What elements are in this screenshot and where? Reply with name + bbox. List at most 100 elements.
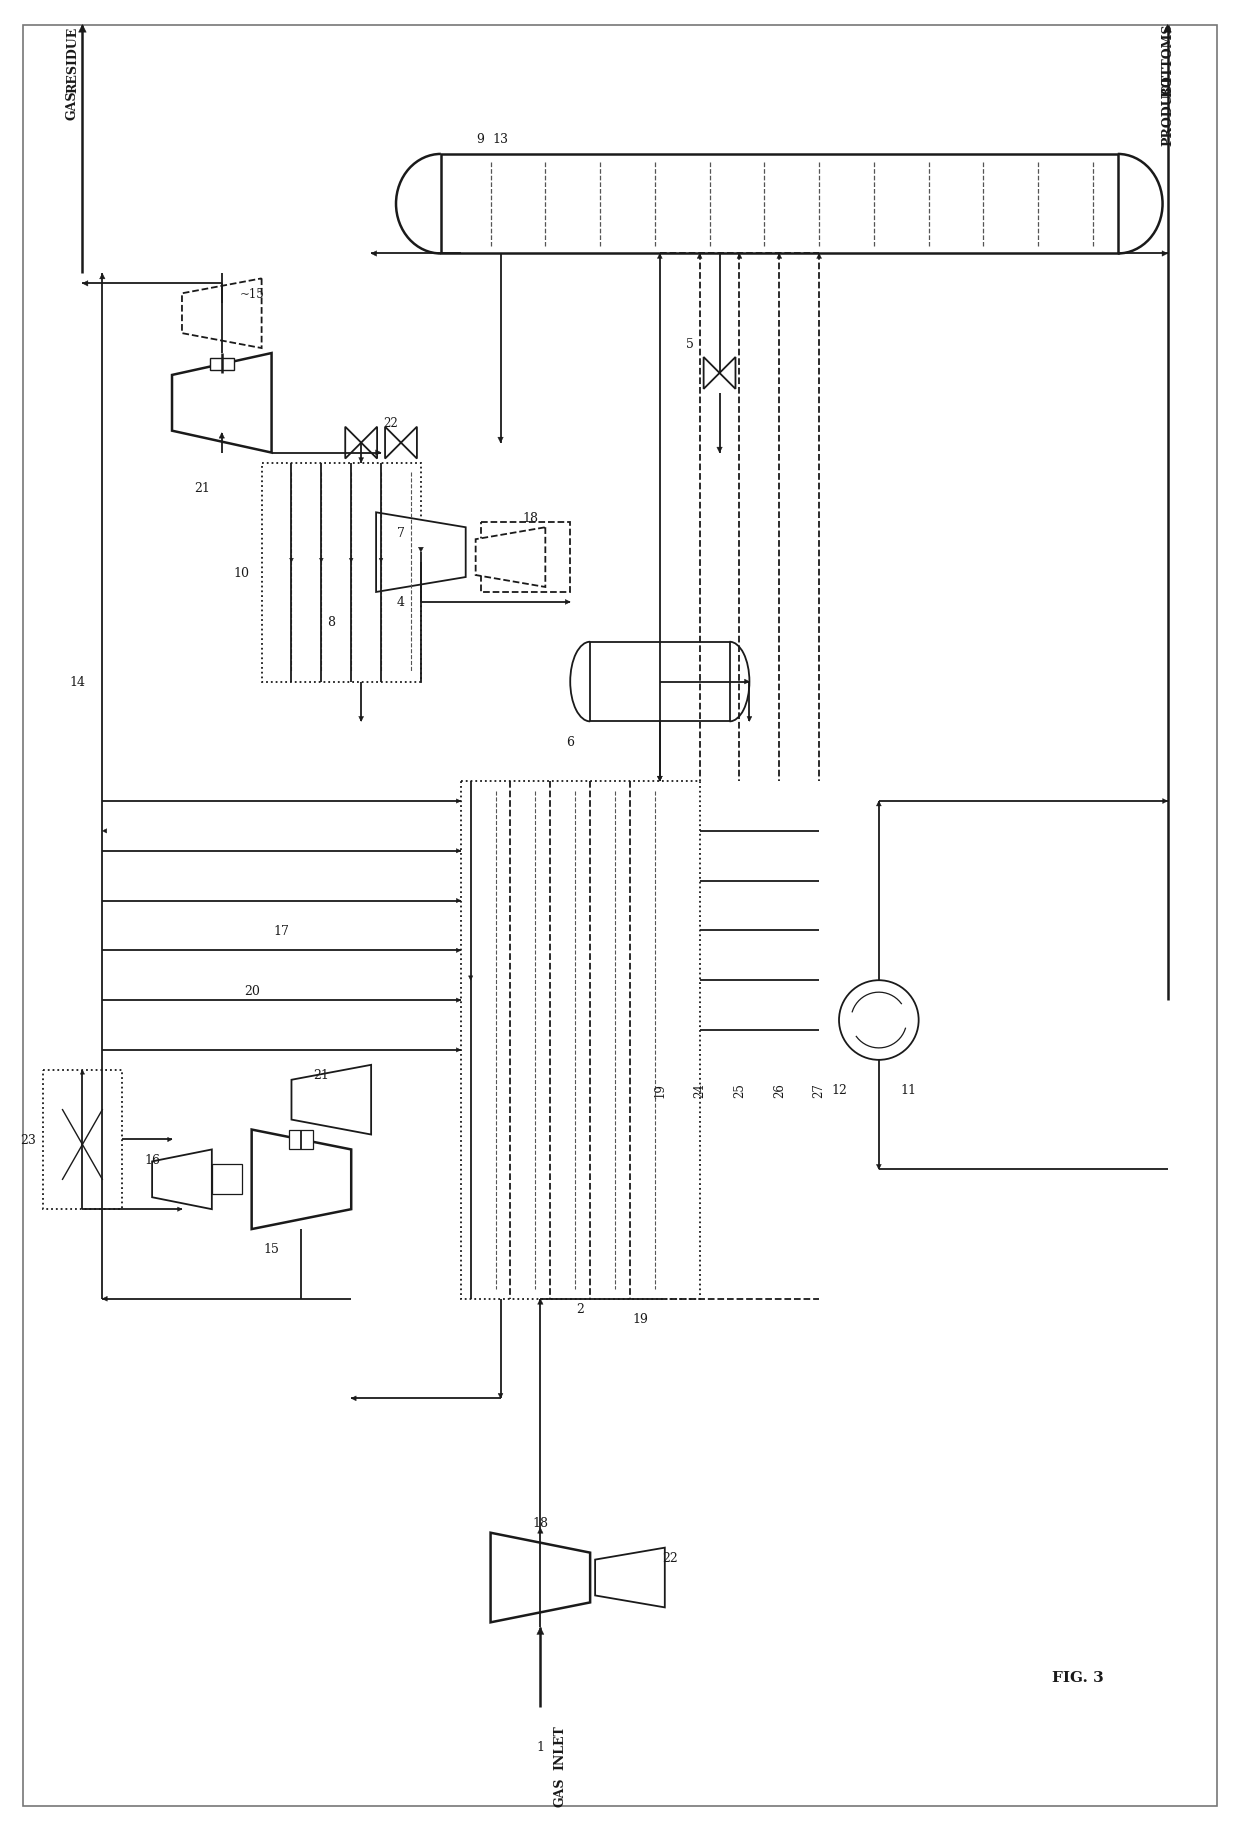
Polygon shape <box>456 949 461 953</box>
Text: 21: 21 <box>314 1068 330 1081</box>
Polygon shape <box>371 251 377 256</box>
Polygon shape <box>177 1207 182 1211</box>
Polygon shape <box>746 716 751 722</box>
Polygon shape <box>1163 799 1168 804</box>
Polygon shape <box>1162 251 1168 256</box>
Text: 9: 9 <box>476 134 485 147</box>
Polygon shape <box>182 278 262 348</box>
Text: 17: 17 <box>274 925 289 938</box>
Polygon shape <box>497 438 503 443</box>
Bar <box>42 1070 123 1209</box>
Polygon shape <box>657 777 662 782</box>
Polygon shape <box>737 255 742 260</box>
Polygon shape <box>657 777 662 782</box>
Text: GAS: GAS <box>554 1777 567 1806</box>
Polygon shape <box>657 255 662 260</box>
Polygon shape <box>469 976 472 980</box>
Text: GAS: GAS <box>66 90 79 119</box>
Polygon shape <box>358 716 363 722</box>
Text: 24: 24 <box>693 1083 706 1097</box>
Polygon shape <box>1163 26 1172 33</box>
Polygon shape <box>418 548 423 553</box>
Text: 18: 18 <box>522 511 538 524</box>
Circle shape <box>839 980 919 1061</box>
Polygon shape <box>252 1130 351 1229</box>
Polygon shape <box>538 1528 543 1533</box>
Polygon shape <box>376 513 466 592</box>
Polygon shape <box>491 1533 590 1623</box>
Text: 20: 20 <box>244 984 259 997</box>
Polygon shape <box>697 255 702 260</box>
Text: RESIDUE: RESIDUE <box>66 27 79 93</box>
Polygon shape <box>703 357 719 390</box>
Polygon shape <box>776 255 781 260</box>
Polygon shape <box>717 447 722 453</box>
Text: 8: 8 <box>327 616 335 628</box>
Text: 22: 22 <box>662 1552 677 1565</box>
Polygon shape <box>595 1548 665 1607</box>
Polygon shape <box>498 1394 503 1398</box>
Text: 23: 23 <box>20 1134 36 1147</box>
Polygon shape <box>361 427 377 460</box>
Text: 1: 1 <box>537 1740 544 1753</box>
Polygon shape <box>379 559 383 562</box>
Polygon shape <box>320 559 324 562</box>
Polygon shape <box>291 1064 371 1134</box>
Text: 10: 10 <box>233 566 249 579</box>
Bar <box>440 156 1117 255</box>
Polygon shape <box>351 1396 356 1401</box>
Text: 13: 13 <box>492 134 508 147</box>
Polygon shape <box>401 427 417 460</box>
Polygon shape <box>103 830 107 834</box>
Text: 27: 27 <box>812 1083 826 1097</box>
Text: 2: 2 <box>577 1303 584 1315</box>
Text: INLET: INLET <box>554 1724 567 1770</box>
Polygon shape <box>817 255 822 260</box>
Text: 14: 14 <box>69 676 86 689</box>
Polygon shape <box>744 680 749 685</box>
Polygon shape <box>99 275 105 280</box>
Polygon shape <box>103 1297 107 1301</box>
Polygon shape <box>456 998 461 1002</box>
Text: 16: 16 <box>144 1154 160 1167</box>
Text: 5: 5 <box>686 337 693 350</box>
Text: 22: 22 <box>383 418 398 431</box>
Bar <box>590 643 729 722</box>
Text: 7: 7 <box>397 526 405 539</box>
Text: 19: 19 <box>653 1083 666 1097</box>
Polygon shape <box>456 1048 461 1053</box>
Polygon shape <box>537 1627 544 1634</box>
Text: 18: 18 <box>532 1517 548 1530</box>
Bar <box>461 782 699 1299</box>
Bar <box>481 522 570 592</box>
Polygon shape <box>219 434 224 440</box>
Text: 6: 6 <box>567 735 574 749</box>
Bar <box>289 1130 314 1150</box>
Text: PRODUCT: PRODUCT <box>1161 73 1174 147</box>
Polygon shape <box>538 1299 543 1304</box>
Polygon shape <box>82 282 88 288</box>
Text: 25: 25 <box>733 1083 746 1097</box>
Polygon shape <box>172 354 272 453</box>
Text: 26: 26 <box>773 1083 786 1097</box>
Polygon shape <box>376 451 381 456</box>
Bar <box>262 463 420 682</box>
Polygon shape <box>350 559 353 562</box>
Text: 19: 19 <box>632 1312 647 1326</box>
Polygon shape <box>456 799 461 804</box>
Polygon shape <box>456 850 461 854</box>
Polygon shape <box>78 26 87 33</box>
Polygon shape <box>565 601 570 605</box>
Text: 4: 4 <box>397 595 405 608</box>
Text: FIG. 3: FIG. 3 <box>1052 1671 1104 1684</box>
Polygon shape <box>877 802 882 806</box>
Text: 15: 15 <box>264 1242 279 1255</box>
Text: 11: 11 <box>900 1083 916 1097</box>
Polygon shape <box>81 1070 84 1075</box>
Polygon shape <box>345 427 361 460</box>
Text: BOTTOMS: BOTTOMS <box>1161 24 1174 97</box>
Polygon shape <box>358 458 363 463</box>
Bar <box>212 1165 242 1194</box>
Polygon shape <box>877 1165 882 1169</box>
Bar <box>210 359 233 370</box>
